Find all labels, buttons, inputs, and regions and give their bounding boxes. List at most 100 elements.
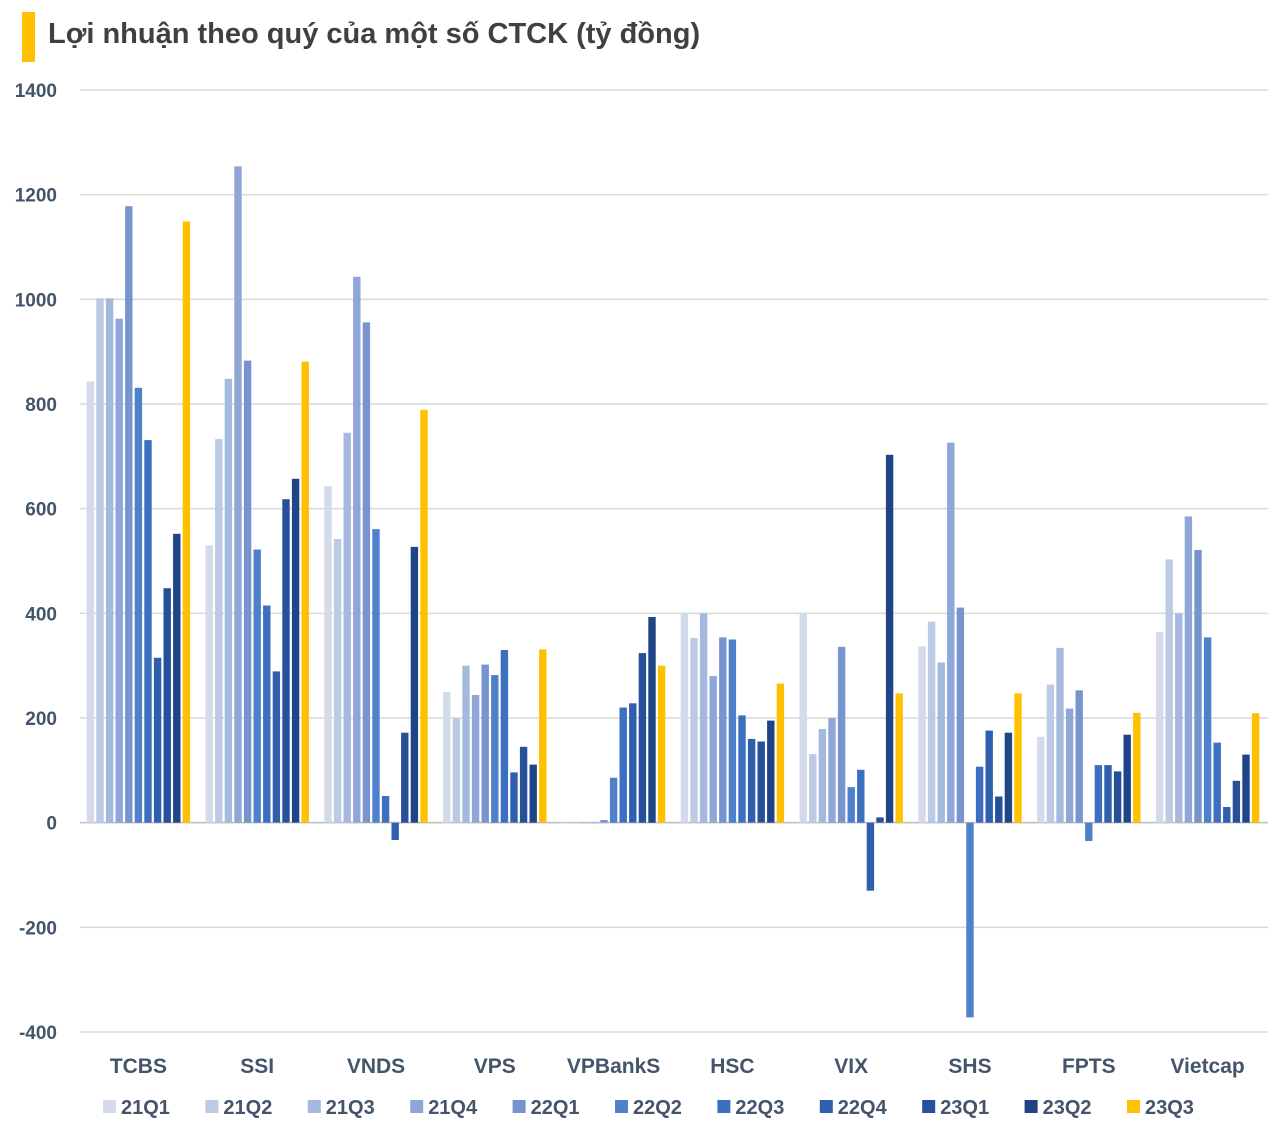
bar-hsc-21q4 xyxy=(709,676,717,823)
legend-label: 23Q3 xyxy=(1145,1097,1194,1119)
bar-tcbs-22q3 xyxy=(144,440,152,823)
bar-vpbanks-21q2 xyxy=(571,822,579,823)
legend: 21Q1 21Q2 21Q3 21Q4 22Q1 22Q2 22Q3 22Q4 23Q1 23Q2… xyxy=(103,1097,1194,1119)
bar-vietcap-22q3 xyxy=(1213,742,1221,823)
y-tick-label: -200 xyxy=(19,918,57,939)
bar-vps-23q2 xyxy=(529,764,537,823)
bar-vix-23q3 xyxy=(895,693,903,823)
bar-vps-23q3 xyxy=(539,649,547,823)
bar-vps-23q1 xyxy=(519,746,528,823)
bar-vix-23q1 xyxy=(876,817,884,823)
legend-label: 23Q1 xyxy=(940,1097,989,1119)
bar-hsc-21q1 xyxy=(680,613,689,823)
bar-vpbanks-21q3 xyxy=(581,822,589,824)
x-tick-label: VPBankS xyxy=(567,1055,660,1078)
gridlines xyxy=(80,89,1268,1033)
bar-vpbanks-23q3 xyxy=(657,665,666,823)
bar-vietcap-21q2 xyxy=(1165,559,1173,823)
bar-vix-21q2 xyxy=(809,754,817,823)
bar-tcbs-21q3 xyxy=(105,298,114,823)
x-tick-label: HSC xyxy=(710,1055,754,1078)
legend-swatch xyxy=(615,1100,628,1113)
bar-vps-21q1 xyxy=(443,691,451,823)
bar-hsc-21q2 xyxy=(690,637,698,823)
bar-vpbanks-21q4 xyxy=(590,822,599,824)
bar-tcbs-23q3 xyxy=(182,221,191,823)
bar-ssi-22q2 xyxy=(253,549,261,823)
x-axis-category-labels: TCBS SSI VNDS VPS VPBankS HSC VIX SHS FPTS Vietca… xyxy=(110,1055,1245,1078)
legend-swatch xyxy=(205,1100,219,1113)
bar-tcbs-23q2 xyxy=(173,533,181,823)
bar-vix-22q2 xyxy=(847,787,855,823)
y-tick-label: 400 xyxy=(25,604,57,625)
bar-vietcap-23q3 xyxy=(1251,713,1260,823)
bar-vix-23q2 xyxy=(885,454,894,823)
bar-vps-22q2 xyxy=(491,675,499,823)
bar-vietcap-23q2 xyxy=(1242,754,1250,823)
bar-ssi-22q3 xyxy=(263,605,271,823)
x-tick-label: Vietcap xyxy=(1170,1055,1244,1078)
y-tick-label: 1000 xyxy=(15,290,57,311)
bar-fpts-22q1 xyxy=(1075,690,1083,823)
legend-label: 22Q2 xyxy=(633,1097,682,1119)
bar-tcbs-22q4 xyxy=(153,657,162,823)
bar-ssi-22q4 xyxy=(272,671,281,823)
bar-vpbanks-23q2 xyxy=(648,617,656,823)
bar-hsc-23q2 xyxy=(767,720,775,823)
legend-swatch xyxy=(922,1100,936,1113)
bar-tcbs-23q1 xyxy=(163,588,171,823)
bar-hsc-22q2 xyxy=(728,639,737,823)
bar-tcbs-22q1 xyxy=(125,206,133,823)
bar-fpts-23q3 xyxy=(1133,712,1141,823)
legend-swatch xyxy=(819,1100,833,1113)
bar-vnds-21q3 xyxy=(343,432,351,823)
bar-shs-23q2 xyxy=(1004,732,1013,823)
bar-shs-21q1 xyxy=(918,646,926,823)
bar-hsc-23q3 xyxy=(776,683,785,823)
y-tick-label: 1400 xyxy=(15,81,57,102)
bar-vnds-23q2 xyxy=(410,546,419,823)
bar-hsc-21q3 xyxy=(699,613,708,823)
bar-vietcap-21q1 xyxy=(1155,632,1164,823)
legend-swatch xyxy=(717,1100,731,1113)
bar-vnds-22q4 xyxy=(391,822,399,840)
bar-hsc-22q1 xyxy=(719,637,727,823)
legend-label: 22Q1 xyxy=(531,1097,580,1119)
legend-swatch xyxy=(512,1100,526,1113)
bar-vps-21q4 xyxy=(471,695,480,823)
chart-title: Lợi nhuận theo quý của một số CTCK (tỷ đ… xyxy=(48,18,701,50)
y-axis-tick-labels: -400 -200 0 200 400 600 800 1000 1200 1400 xyxy=(15,81,57,1044)
bar-shs-21q4 xyxy=(947,442,955,823)
bar-vix-22q4 xyxy=(866,822,875,891)
bar-vpbanks-22q3 xyxy=(619,707,627,823)
legend-swatch xyxy=(1024,1100,1038,1113)
bar-vnds-21q2 xyxy=(333,539,342,823)
x-tick-label: VIX xyxy=(834,1055,868,1078)
legend-swatch xyxy=(410,1100,424,1113)
bar-vpbanks-22q2 xyxy=(609,777,618,823)
bars xyxy=(86,166,1260,1018)
bar-vnds-21q4 xyxy=(353,276,361,823)
bar-vix-21q4 xyxy=(828,718,836,823)
bar-vpbanks-21q1 xyxy=(561,821,570,823)
bar-fpts-23q1 xyxy=(1113,771,1122,823)
y-tick-label: 800 xyxy=(25,395,57,416)
bar-fpts-21q4 xyxy=(1065,708,1074,823)
bar-tcbs-22q2 xyxy=(134,387,143,823)
bar-ssi-23q1 xyxy=(282,499,290,823)
bar-vietcap-21q4 xyxy=(1184,516,1193,823)
bar-shs-22q3 xyxy=(975,766,984,823)
bar-tcbs-21q1 xyxy=(86,381,95,823)
y-tick-label: 600 xyxy=(25,500,57,521)
bar-tcbs-21q4 xyxy=(115,318,123,823)
bar-vietcap-22q1 xyxy=(1194,550,1202,823)
x-tick-label: VPS xyxy=(474,1055,516,1078)
bar-hsc-23q1 xyxy=(757,741,765,823)
x-tick-label: FPTS xyxy=(1062,1055,1116,1078)
bar-vps-22q4 xyxy=(510,772,518,823)
bar-shs-22q1 xyxy=(956,607,965,823)
y-tick-label: -400 xyxy=(19,1023,57,1044)
bar-vix-21q1 xyxy=(799,613,807,823)
bar-ssi-21q1 xyxy=(205,545,213,823)
bar-hsc-22q3 xyxy=(738,715,746,823)
